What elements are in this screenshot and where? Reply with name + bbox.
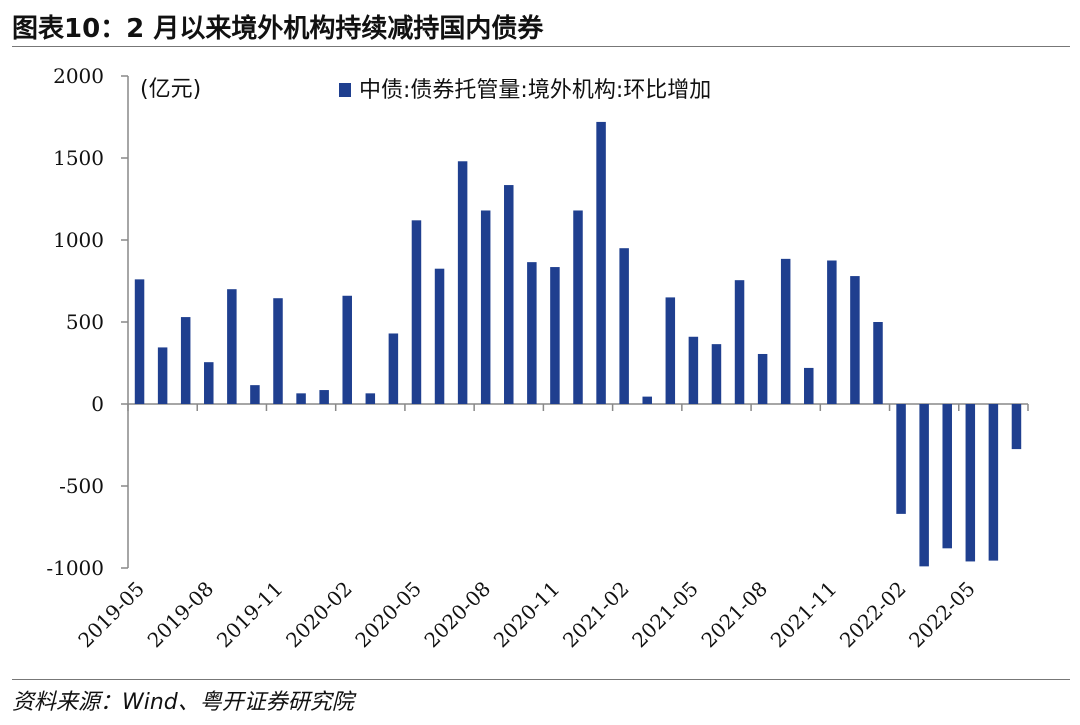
bar <box>1011 404 1022 450</box>
bar <box>757 353 768 404</box>
bar <box>827 260 837 404</box>
x-tick-label: 2020-08 <box>419 577 495 653</box>
figure-title: 图表10：2 月以来境外机构持续减持国内债券 <box>12 14 544 44</box>
x-tick-label: 2019-08 <box>143 577 219 653</box>
bar <box>250 385 260 404</box>
bar <box>273 298 283 404</box>
bar <box>457 161 468 404</box>
bar <box>319 390 329 404</box>
bar <box>134 279 145 404</box>
unit-label: (亿元) <box>140 77 201 102</box>
bar <box>965 404 976 562</box>
bar <box>734 280 745 404</box>
legend-label: 中债:债券托管量:境外机构:环比增加 <box>359 78 711 103</box>
y-tick-label: 1000 <box>53 228 104 252</box>
bar <box>342 295 352 404</box>
bar <box>550 267 560 404</box>
bar-chart: 2000 1500 1000 500 0 -500 -1000 2019-052019-08… <box>46 64 1029 653</box>
bar <box>596 121 606 405</box>
bar <box>873 322 883 404</box>
bar <box>227 289 237 404</box>
bar <box>296 393 306 404</box>
bar <box>434 268 445 404</box>
x-tick-label: 2021-05 <box>627 577 703 653</box>
x-tick-label: 2019-11 <box>212 577 288 653</box>
x-tick-label: 2021-08 <box>696 577 772 653</box>
legend-swatch <box>339 83 351 97</box>
x-tick-label: 2020-02 <box>281 577 357 653</box>
bar <box>665 297 676 404</box>
bar <box>388 333 399 404</box>
x-tick-label: 2022-02 <box>835 577 911 653</box>
bar <box>804 367 814 404</box>
x-tick-label: 2021-11 <box>766 577 842 653</box>
x-tick-label: 2020-11 <box>489 577 565 653</box>
bar <box>780 258 791 404</box>
bar <box>619 248 629 404</box>
bar <box>688 336 699 404</box>
x-tick-label: 2020-05 <box>350 577 426 653</box>
x-tick-label: 2021-02 <box>558 577 634 653</box>
bar <box>204 362 214 404</box>
x-tick-label: 2019-05 <box>73 577 149 653</box>
bar <box>180 317 191 404</box>
bar <box>988 404 999 561</box>
bar <box>365 393 376 404</box>
footer-divider <box>12 679 1070 680</box>
y-tick-label: 2000 <box>53 64 104 88</box>
bar <box>504 185 514 404</box>
legend: 中债:债券托管量:境外机构:环比增加 <box>339 78 711 103</box>
y-tick-label: -500 <box>59 474 104 498</box>
title-divider <box>12 46 1070 47</box>
bar <box>942 404 952 549</box>
bar <box>411 220 422 404</box>
bar <box>573 210 583 404</box>
source-note: 资料来源：Wind、粤开证券研究院 <box>12 690 354 715</box>
bar <box>642 396 652 404</box>
bar <box>711 344 722 404</box>
x-axis: 2019-052019-082019-112020-022020-052020-… <box>73 403 1029 653</box>
y-tick-label: 0 <box>91 392 104 416</box>
bar <box>919 404 929 567</box>
x-tick-label: 2022-05 <box>904 577 980 653</box>
y-axis: 2000 1500 1000 500 0 -500 -1000 <box>46 64 129 580</box>
bar <box>850 276 860 404</box>
bar <box>896 404 906 514</box>
y-tick-label: 1500 <box>53 146 104 170</box>
y-tick-label: -1000 <box>46 556 104 580</box>
bar <box>480 210 491 404</box>
bar-series <box>134 121 1022 567</box>
y-tick-label: 500 <box>66 310 104 334</box>
bar <box>157 347 168 404</box>
bar <box>527 262 537 404</box>
